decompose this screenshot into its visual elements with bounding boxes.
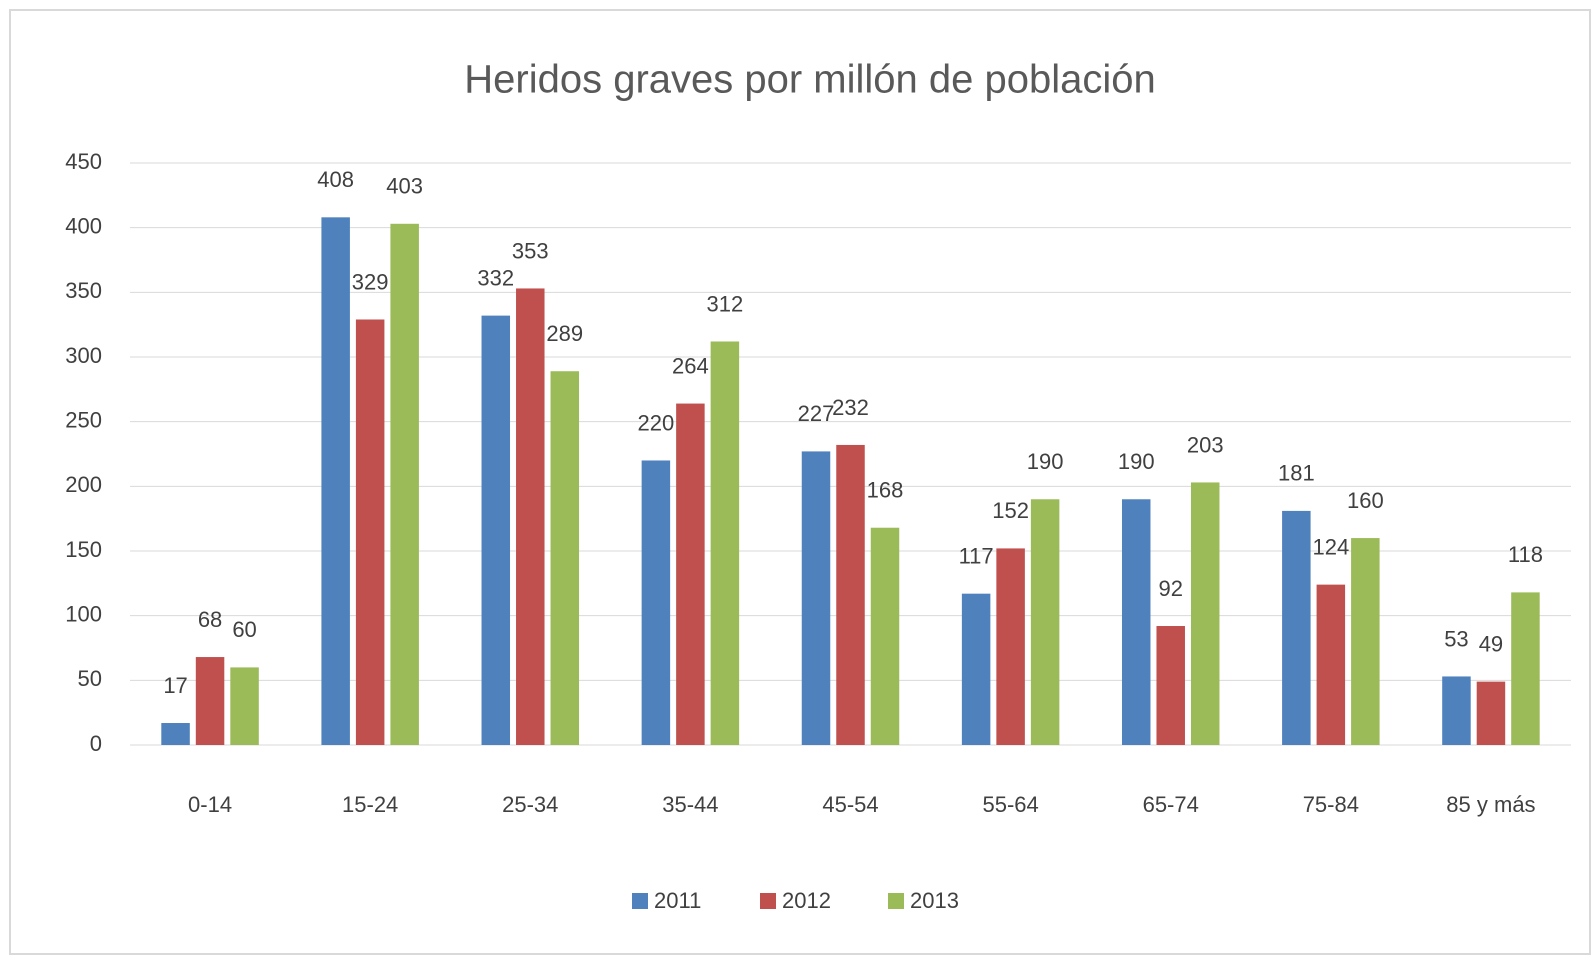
legend-label: 2012 xyxy=(782,888,831,913)
data-label: 168 xyxy=(867,478,904,503)
data-label: 181 xyxy=(1278,461,1315,486)
data-label: 160 xyxy=(1347,488,1384,513)
chart-frame xyxy=(9,9,1591,955)
data-label: 312 xyxy=(707,291,744,316)
bar xyxy=(1282,510,1311,745)
data-label: 203 xyxy=(1187,432,1224,457)
y-tick-label: 50 xyxy=(78,666,102,691)
data-label: 92 xyxy=(1158,576,1182,601)
bar xyxy=(161,723,190,745)
data-label: 190 xyxy=(1027,449,1064,474)
data-label: 232 xyxy=(832,395,869,420)
x-tick-label: 0-14 xyxy=(188,792,232,817)
bar xyxy=(355,319,385,745)
data-label: 353 xyxy=(512,238,549,263)
bar xyxy=(1316,584,1346,745)
data-label: 190 xyxy=(1118,449,1155,474)
data-label: 332 xyxy=(477,265,514,290)
x-tick-label: 25-34 xyxy=(502,792,558,817)
bar xyxy=(1476,681,1506,745)
bar xyxy=(801,451,831,745)
data-label: 152 xyxy=(992,498,1029,523)
data-label: 60 xyxy=(232,617,256,642)
data-label: 117 xyxy=(959,543,994,568)
data-label: 264 xyxy=(672,353,709,378)
y-tick-label: 100 xyxy=(65,601,102,626)
bar xyxy=(836,444,865,745)
y-tick-label: 200 xyxy=(65,472,102,497)
bar xyxy=(321,217,350,745)
bar xyxy=(1442,676,1471,745)
x-tick-label: 75-84 xyxy=(1303,792,1359,817)
bar xyxy=(516,288,545,745)
y-tick-label: 150 xyxy=(65,537,102,562)
data-label: 289 xyxy=(546,321,583,346)
bar xyxy=(641,460,671,745)
data-label: 68 xyxy=(198,607,222,632)
legend-swatch xyxy=(888,893,904,909)
y-tick-label: 450 xyxy=(65,149,102,174)
bar xyxy=(390,223,419,745)
data-label: 53 xyxy=(1444,626,1468,651)
bar xyxy=(1351,538,1380,745)
y-tick-label: 400 xyxy=(65,213,102,238)
chart-title: Heridos graves por millón de población xyxy=(464,58,1155,102)
bar xyxy=(870,527,900,745)
bar xyxy=(1511,592,1540,745)
x-tick-label: 35-44 xyxy=(662,792,718,817)
bar xyxy=(481,315,511,745)
data-label: 329 xyxy=(352,269,389,294)
y-tick-label: 0 xyxy=(90,731,102,756)
x-tick-label: 65-74 xyxy=(1143,792,1199,817)
data-label: 118 xyxy=(1508,542,1543,567)
x-tick-label: 85 y más xyxy=(1446,792,1535,817)
x-tick-label: 55-64 xyxy=(982,792,1038,817)
bar xyxy=(230,667,259,745)
bar xyxy=(961,593,991,745)
bar xyxy=(1121,499,1151,745)
x-tick-label: 15-24 xyxy=(342,792,398,817)
data-label: 124 xyxy=(1312,534,1349,559)
legend-swatch xyxy=(760,893,776,909)
legend-label: 2011 xyxy=(654,888,701,913)
bar xyxy=(710,341,740,745)
legend-swatch xyxy=(632,893,648,909)
bar xyxy=(1156,626,1185,745)
data-label: 408 xyxy=(317,167,354,192)
data-label: 17 xyxy=(163,673,187,698)
data-label: 227 xyxy=(798,401,835,426)
data-label: 49 xyxy=(1479,631,1503,656)
bar xyxy=(195,657,225,745)
y-tick-label: 300 xyxy=(65,343,102,368)
data-label: 403 xyxy=(386,174,423,199)
legend-label: 2013 xyxy=(910,888,959,913)
y-tick-label: 350 xyxy=(65,278,102,303)
x-tick-label: 45-54 xyxy=(822,792,878,817)
data-label: 220 xyxy=(638,410,675,435)
bar xyxy=(996,548,1025,745)
y-tick-label: 250 xyxy=(65,407,102,432)
bar xyxy=(676,403,705,745)
bar xyxy=(550,371,580,745)
bar xyxy=(1190,482,1220,745)
bar xyxy=(1030,499,1060,745)
